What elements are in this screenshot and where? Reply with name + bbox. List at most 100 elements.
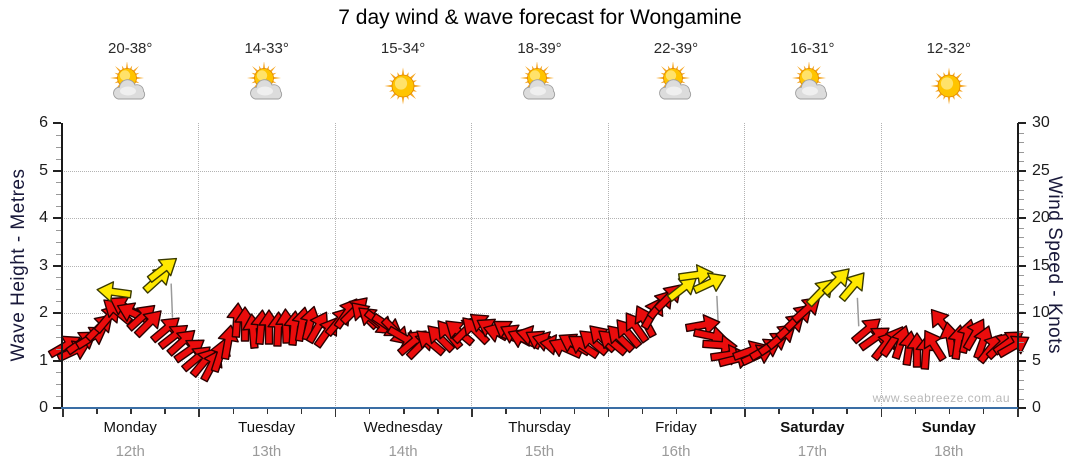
temp-range-label: 16-31° (790, 40, 835, 57)
v-gridline (607, 123, 609, 408)
wind-axis-tick-label: 0 (1032, 399, 1041, 416)
weather-icon-sun (379, 62, 427, 110)
v-gridline (334, 123, 336, 408)
temp-range-label: 12-32° (926, 40, 971, 57)
time-axis-tick (812, 409, 814, 414)
wave-axis-minor-tick (56, 182, 61, 184)
h-gridline (62, 265, 1017, 267)
wave-axis-minor-tick (56, 372, 61, 374)
wind-axis-tick (1018, 122, 1026, 124)
time-axis-tick (437, 409, 439, 414)
sun-ray (126, 61, 129, 70)
wave-axis-tick (53, 122, 61, 124)
wave-axis-minor-tick (56, 336, 61, 338)
wind-arrow-red (682, 309, 724, 341)
wind-arrow-red (159, 320, 205, 365)
wind-axis-tick (1018, 169, 1026, 172)
sun-highlight (256, 70, 267, 81)
wave-axis-tick (53, 169, 61, 172)
sun-highlight (665, 70, 677, 81)
time-axis-tick (846, 409, 848, 414)
wave-axis-minor-tick (56, 348, 61, 350)
time-axis-tick (710, 409, 712, 414)
h-gridline (62, 218, 1017, 219)
sun-ray (947, 95, 951, 105)
cloud-highlight (256, 86, 273, 96)
wind-axis-minor-tick (1019, 161, 1024, 162)
arrow-offset-line (716, 295, 719, 325)
time-axis-tick (198, 409, 200, 417)
wind-axis-minor-tick (1019, 227, 1024, 229)
date-label: 18th (934, 443, 964, 460)
bottom-axis-line (53, 407, 1025, 409)
time-axis-tick (948, 409, 951, 414)
plot-area (47, 123, 1030, 408)
time-axis-tick (1017, 409, 1019, 417)
wind-axis-tick (1018, 407, 1026, 409)
time-axis-tick (300, 409, 303, 414)
wave-axis-minor-tick (56, 384, 61, 386)
wind-arrow-yellow (831, 263, 875, 309)
day-label: Wednesday (363, 419, 443, 436)
wave-axis-minor-tick (56, 134, 61, 136)
right-axis-line (1017, 123, 1019, 409)
sun-highlight (802, 70, 813, 81)
wind-arrow-red (417, 315, 462, 360)
arrow-shape (427, 324, 456, 353)
wind-axis-minor-tick (1019, 246, 1024, 248)
wave-axis-tick-label: 5 (39, 161, 48, 179)
wind-arrow-red (606, 310, 650, 356)
wind-axis-minor-tick (1019, 398, 1024, 400)
sun-ray (808, 61, 811, 70)
weather-icon-sun-cloud (788, 61, 836, 110)
time-axis-tick (880, 409, 883, 417)
wave-axis-minor-tick (56, 229, 61, 231)
wind-axis-tick (1018, 217, 1026, 219)
v-gridline (198, 123, 200, 408)
v-gridline (471, 123, 473, 408)
wind-arrow-yellow (814, 258, 859, 303)
wave-axis-minor-tick (56, 277, 61, 279)
time-axis-tick (266, 409, 269, 414)
sun-ray (110, 76, 119, 80)
day-label: Saturday (780, 419, 845, 436)
arrow-shape (962, 318, 986, 352)
wind-axis-tick-label: 20 (1032, 209, 1050, 226)
time-axis-tick (232, 409, 235, 414)
wave-axis-tick-label: 0 (39, 399, 48, 416)
h-gridline (62, 170, 1017, 172)
arrow-shape (146, 258, 178, 284)
time-axis-tick (675, 409, 678, 414)
day-label: Sunday (921, 419, 976, 436)
arrow-shape (166, 330, 196, 358)
day-label: Monday (103, 419, 157, 436)
wind-axis-minor-tick (1019, 332, 1024, 333)
arrow-offset-line (170, 283, 174, 318)
temp-range-label: 18-39° (517, 40, 562, 57)
sun-ray (262, 61, 265, 70)
sun-ray (681, 76, 690, 80)
arrow-shape (678, 264, 714, 286)
sun-ray (519, 76, 529, 80)
wind-axis-tick (1018, 359, 1026, 362)
wave-axis-minor-tick (56, 301, 61, 303)
wave-axis-tick-label: 3 (39, 256, 48, 274)
sun-highlight (529, 70, 540, 81)
date-label: 12th (115, 443, 145, 460)
time-axis-tick (130, 409, 132, 414)
arrow-offset-lines (170, 283, 860, 327)
wind-axis-minor-tick (1019, 370, 1024, 371)
wave-axis-minor-tick (56, 253, 61, 255)
sun-ray (930, 84, 939, 88)
cloud-highlight (529, 86, 546, 96)
wave-axis-tick (53, 359, 61, 362)
sun-ray (958, 84, 968, 88)
wind-axis-minor-tick (1019, 237, 1024, 238)
wind-axis-minor-tick (1019, 275, 1024, 276)
time-axis-tick (96, 409, 98, 414)
wave-axis-tick (53, 312, 61, 314)
wind-axis-tick-label: 5 (1032, 351, 1041, 369)
arrow-shape (838, 272, 865, 303)
weather-icon-sun-cloud (106, 61, 154, 110)
